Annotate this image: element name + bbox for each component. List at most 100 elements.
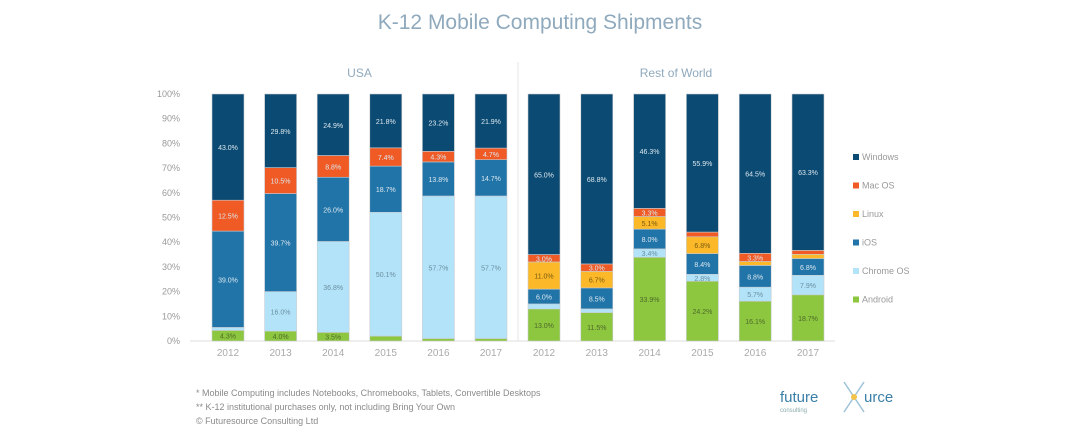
data-label: 7.4% — [378, 155, 394, 162]
data-label: 46.3% — [640, 149, 660, 156]
bar-segment-chrome-os — [527, 303, 561, 310]
legend-swatch — [853, 182, 859, 189]
bar-segment-android — [580, 312, 614, 342]
bar-segment-windows — [316, 93, 350, 156]
data-label: 8.8% — [747, 274, 763, 281]
x-tick-label: 2017 — [480, 348, 503, 359]
x-tick-label: 2013 — [586, 348, 609, 359]
data-label: 4.7% — [483, 152, 499, 159]
data-label: 5.1% — [642, 221, 658, 228]
bar-segment-windows — [633, 93, 666, 209]
y-tick-label: 50% — [162, 213, 180, 223]
data-label: 57.7% — [428, 265, 448, 272]
y-tick-label: 30% — [162, 262, 180, 272]
bar-segment-linux — [527, 261, 561, 290]
data-label: 55.9% — [692, 161, 712, 168]
data-label: 8.5% — [589, 296, 605, 303]
data-label: 21.9% — [481, 119, 501, 126]
x-tick-label: 2017 — [797, 348, 820, 359]
data-label: 6.7% — [589, 278, 605, 285]
data-label: 64.5% — [745, 172, 765, 179]
y-tick-label: 90% — [162, 114, 180, 124]
bar-segment-android — [791, 294, 825, 342]
data-label: 5.7% — [747, 292, 763, 299]
legend-swatch — [853, 268, 859, 274]
bar-segment-mac-os — [211, 199, 245, 232]
y-tick-label: 40% — [162, 237, 180, 247]
x-tick-label: 2016 — [427, 348, 450, 359]
legend-swatch — [853, 154, 859, 160]
legend-label: Windows — [862, 152, 899, 162]
bar-segment-windows — [474, 93, 508, 149]
data-label: 23.2% — [428, 121, 448, 128]
chart-title: K-12 Mobile Computing Shipments — [378, 11, 703, 34]
data-label: 7.9% — [800, 283, 816, 290]
data-label: 21.8% — [376, 119, 396, 126]
data-label: 57.7% — [481, 265, 501, 272]
bar-segment-chrome-os — [211, 327, 245, 331]
bar-segment-windows — [422, 93, 455, 152]
y-tick-label: 10% — [162, 311, 180, 321]
x-tick-label: 2014 — [322, 348, 345, 359]
data-label: 3.3% — [642, 210, 658, 217]
bar-segment-windows — [527, 93, 561, 255]
data-label: 3.5% — [325, 335, 341, 342]
bar-segment-android — [527, 308, 561, 342]
bar-segment-windows — [686, 93, 719, 233]
x-tick-label: 2013 — [269, 348, 292, 359]
legend-swatch — [853, 296, 859, 303]
bar-segment-chrome-os — [580, 308, 614, 313]
footnote-copyright: © Futuresource Consulting Ltd — [196, 416, 319, 426]
bar-segment-windows — [738, 93, 772, 254]
bar-segment-chrome-os — [264, 291, 297, 332]
bar-segment-ios — [369, 165, 403, 213]
footnote-1: * Mobile Computing includes Notebooks, C… — [196, 388, 541, 398]
data-label: 24.2% — [692, 309, 712, 316]
legend-label: Android — [862, 295, 893, 305]
data-label: 4.0% — [273, 334, 289, 341]
data-label: 16.1% — [745, 319, 765, 326]
data-label: 4.3% — [430, 155, 446, 162]
data-label: 33.9% — [640, 297, 660, 304]
data-label: 50.1% — [376, 272, 396, 279]
data-label: 2.8% — [694, 276, 710, 283]
data-label: 26.0% — [323, 207, 343, 214]
bar-segment-chrome-os — [474, 195, 508, 339]
data-label: 18.7% — [798, 316, 818, 323]
data-label: 3.0% — [589, 266, 605, 273]
bar-segment-windows — [791, 93, 825, 251]
x-tick-label: 2012 — [533, 348, 556, 359]
legend-swatch — [853, 211, 859, 217]
data-label: 8.0% — [642, 237, 658, 244]
data-label: 13.0% — [534, 323, 554, 330]
data-label: 43.0% — [218, 145, 238, 152]
x-tick-label: 2015 — [375, 348, 398, 359]
data-label: 65.0% — [534, 172, 554, 179]
svg-text:future: future — [780, 389, 818, 406]
bar-segment-ios — [422, 161, 455, 197]
bar-segment-chrome-os — [316, 241, 350, 333]
x-tick-label: 2016 — [744, 348, 767, 359]
bar-segment-android — [369, 335, 403, 342]
legend-label: iOS — [862, 238, 877, 248]
data-label: 18.7% — [376, 187, 396, 194]
y-tick-label: 70% — [162, 163, 180, 173]
bar-segment-ios — [474, 159, 508, 197]
data-label: 36.8% — [323, 285, 343, 292]
data-label: 6.8% — [694, 243, 710, 250]
bar-segment-windows — [369, 93, 403, 149]
data-label: 11.5% — [587, 325, 606, 332]
legend-swatch — [853, 239, 859, 246]
y-tick-label: 20% — [162, 287, 180, 297]
data-label: 13.8% — [428, 177, 448, 184]
data-label: 29.8% — [271, 129, 291, 136]
futuresource-logo: future urce consulting — [780, 381, 893, 414]
bar-segment-android — [686, 280, 719, 342]
y-tick-label: 0% — [167, 336, 180, 346]
footnote-2: ** K-12 institutional purchases only, no… — [196, 402, 455, 412]
bar-segment-ios — [211, 230, 245, 328]
bar-segment-mac-os — [264, 167, 297, 194]
legend-label: Chrome OS — [862, 266, 910, 276]
data-label: 8.4% — [694, 262, 710, 269]
